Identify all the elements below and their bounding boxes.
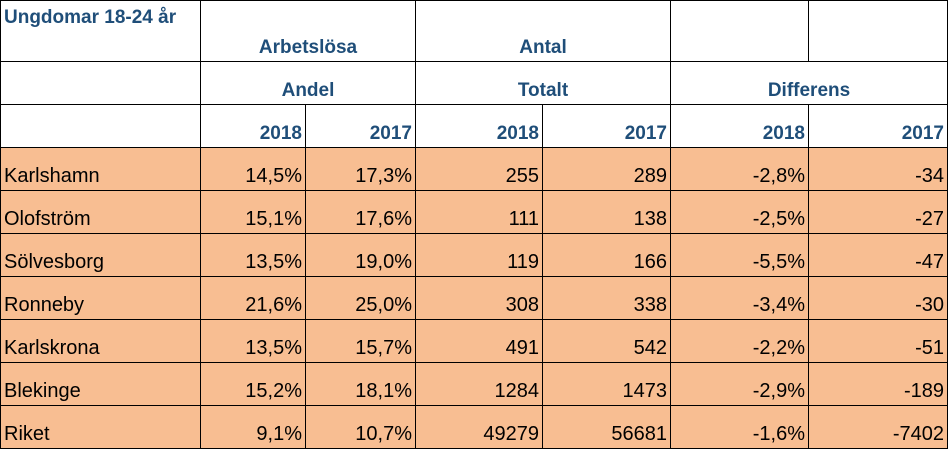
diff-2018: -2,8% bbox=[670, 147, 810, 191]
municipality-name: Karlshamn bbox=[0, 147, 201, 191]
table-row: Karlskrona 13,5% 15,7% 491 542 -2,2% -51 bbox=[0, 319, 949, 363]
antal-2018: 255 bbox=[415, 147, 544, 191]
antal-2017: 166 bbox=[542, 233, 672, 277]
antal-2017: 289 bbox=[542, 147, 672, 191]
antal-2018: 491 bbox=[415, 319, 544, 363]
diff-2017: -189 bbox=[808, 362, 949, 406]
andel-2017: 18,1% bbox=[304, 362, 417, 406]
antal-2017: 138 bbox=[542, 190, 672, 234]
table-row: Blekinge 15,2% 18,1% 1284 1473 -2,9% -18… bbox=[0, 362, 949, 406]
andel-2018: 13,5% bbox=[200, 233, 306, 277]
antal-2018: 49279 bbox=[415, 405, 544, 449]
andel-2018: 13,5% bbox=[200, 319, 306, 363]
andel-2017: 25,0% bbox=[304, 276, 417, 320]
diff-2018: -2,5% bbox=[670, 190, 810, 234]
diff-2017: -30 bbox=[808, 276, 949, 320]
andel-2017: 17,3% bbox=[304, 147, 417, 191]
diff-2017: -51 bbox=[808, 319, 949, 363]
table-row: Sölvesborg 13,5% 19,0% 119 166 -5,5% -47 bbox=[0, 233, 949, 277]
diff-2018: -2,9% bbox=[670, 362, 810, 406]
antal-2018: 119 bbox=[415, 233, 544, 277]
year-header: 2018 bbox=[200, 104, 306, 148]
antal-2017: 338 bbox=[542, 276, 672, 320]
header-empty-cell bbox=[0, 61, 201, 105]
table-title: Ungdomar 18-24 år bbox=[0, 0, 201, 62]
andel-2018: 15,2% bbox=[200, 362, 306, 406]
municipality-name: Riket bbox=[0, 405, 201, 449]
header-differens: Differens bbox=[670, 61, 949, 105]
andel-2018: 21,6% bbox=[200, 276, 306, 320]
andel-2018: 9,1% bbox=[200, 405, 306, 449]
diff-2018: -2,2% bbox=[670, 319, 810, 363]
antal-2018: 1284 bbox=[415, 362, 544, 406]
year-header: 2017 bbox=[304, 104, 417, 148]
year-header: 2017 bbox=[808, 104, 949, 148]
antal-2017: 56681 bbox=[542, 405, 672, 449]
diff-2017: -34 bbox=[808, 147, 949, 191]
diff-2017: -47 bbox=[808, 233, 949, 277]
diff-2018: -5,5% bbox=[670, 233, 810, 277]
diff-2017: -27 bbox=[808, 190, 949, 234]
antal-2017: 1473 bbox=[542, 362, 672, 406]
header-arbetslosa: Arbetslösa bbox=[199, 0, 417, 62]
antal-2018: 111 bbox=[415, 190, 544, 234]
municipality-name: Karlskrona bbox=[0, 319, 201, 363]
antal-2017: 542 bbox=[542, 319, 672, 363]
table-row: Ronneby 21,6% 25,0% 308 338 -3,4% -30 bbox=[0, 276, 949, 320]
diff-2018: -1,6% bbox=[670, 405, 810, 449]
andel-2017: 10,7% bbox=[304, 405, 417, 449]
municipality-name: Blekinge bbox=[0, 362, 201, 406]
andel-2017: 17,6% bbox=[304, 190, 417, 234]
table-row: Riket 9,1% 10,7% 49279 56681 -1,6% -7402 bbox=[0, 405, 949, 449]
andel-2017: 15,7% bbox=[304, 319, 417, 363]
header-empty-cell bbox=[0, 104, 201, 148]
header-empty-cell bbox=[808, 0, 949, 62]
header-row-years: 2018 2017 2018 2017 2018 2017 bbox=[0, 104, 949, 148]
header-totalt: Totalt bbox=[415, 61, 672, 105]
header-andel: Andel bbox=[199, 61, 417, 105]
header-empty-cell bbox=[670, 0, 810, 62]
header-row-1: Ungdomar 18-24 år Arbetslösa Antal bbox=[0, 0, 949, 62]
table-row: Karlshamn 14,5% 17,3% 255 289 -2,8% -34 bbox=[0, 147, 949, 191]
municipality-name: Sölvesborg bbox=[0, 233, 201, 277]
andel-2018: 14,5% bbox=[200, 147, 306, 191]
header-row-2: Andel Totalt Differens bbox=[0, 61, 949, 105]
municipality-name: Ronneby bbox=[0, 276, 201, 320]
year-header: 2018 bbox=[670, 104, 810, 148]
municipality-name: Olofström bbox=[0, 190, 201, 234]
andel-2018: 15,1% bbox=[200, 190, 306, 234]
year-header: 2018 bbox=[415, 104, 544, 148]
diff-2017: -7402 bbox=[808, 405, 949, 449]
andel-2017: 19,0% bbox=[304, 233, 417, 277]
table-row: Olofström 15,1% 17,6% 111 138 -2,5% -27 bbox=[0, 190, 949, 234]
antal-2018: 308 bbox=[415, 276, 544, 320]
header-antal: Antal bbox=[415, 0, 672, 62]
year-header: 2017 bbox=[542, 104, 672, 148]
diff-2018: -3,4% bbox=[670, 276, 810, 320]
